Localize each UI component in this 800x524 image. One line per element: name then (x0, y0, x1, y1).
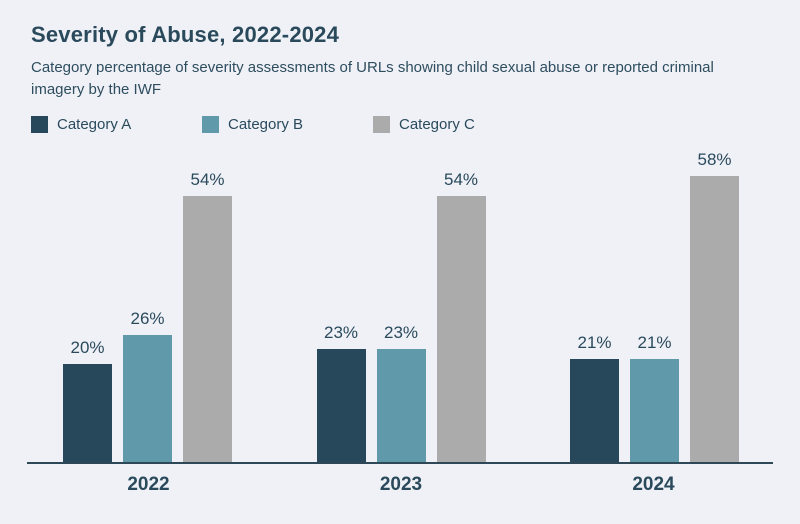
legend-item-label: Category A (57, 116, 132, 133)
bar-value-label: 23% (383, 323, 419, 342)
legend-swatch-icon (202, 116, 219, 133)
chart-title: Severity of Abuse, 2022-2024 (31, 22, 340, 47)
bar-value-label: 54% (443, 170, 479, 189)
bar-cell: 21% (570, 333, 619, 463)
bar-cell: 23% (376, 323, 426, 463)
bar-2024-category-a (570, 359, 619, 463)
legend-item: Category C (373, 116, 544, 133)
legend-item: Category A (31, 116, 202, 133)
x-axis-labels: 2022 2023 2024 (63, 474, 739, 496)
bar-2023-category-a (316, 349, 366, 463)
bar-2022-category-b (123, 335, 172, 463)
bar-cell: 21% (630, 333, 679, 463)
legend-item: Category B (202, 116, 373, 133)
bar-cell: 23% (316, 323, 366, 463)
legend-swatch-icon (373, 116, 390, 133)
x-axis-tick-label: 2022 (127, 474, 170, 495)
bar-2023-category-c (436, 196, 486, 463)
bar-cell: 26% (123, 309, 172, 463)
bar-cell: 20% (63, 338, 112, 463)
chart-subtitle: Category percentage of severity assessme… (31, 59, 714, 98)
bar-value-label: 20% (70, 338, 105, 357)
x-axis-tick-label: 2023 (379, 474, 423, 495)
bar-cell: 54% (183, 170, 232, 463)
legend-swatch-icon (31, 116, 48, 133)
x-axis-line (27, 462, 773, 464)
bar-value-label: 26% (130, 309, 165, 328)
bar-2022-category-a (63, 364, 112, 463)
bar-plot: 20% 26% 54% 23% 23% 54% 21% 21% 58% (63, 150, 739, 463)
bar-2022-category-c (183, 196, 232, 463)
legend-item-label: Category B (228, 116, 304, 133)
x-axis-tick-label: 2024 (632, 474, 675, 495)
bar-2024-category-b (630, 359, 679, 463)
bar-2023-category-b (376, 349, 426, 463)
bar-2024-category-c (690, 176, 739, 463)
bar-group-2022: 20% 26% 54% (63, 170, 232, 463)
legend: Category A Category B Category C (31, 116, 544, 133)
bar-value-label: 54% (190, 170, 225, 189)
bar-value-label: 23% (323, 323, 359, 342)
bar-value-label: 21% (577, 333, 612, 352)
bar-cell: 54% (436, 170, 486, 463)
bar-group-2024: 21% 21% 58% (570, 150, 739, 463)
bar-cell: 58% (690, 150, 739, 463)
legend-item-label: Category C (399, 116, 475, 133)
bar-group-2023: 23% 23% 54% (316, 170, 486, 463)
bar-value-label: 58% (697, 150, 732, 169)
bar-value-label: 21% (637, 333, 672, 352)
